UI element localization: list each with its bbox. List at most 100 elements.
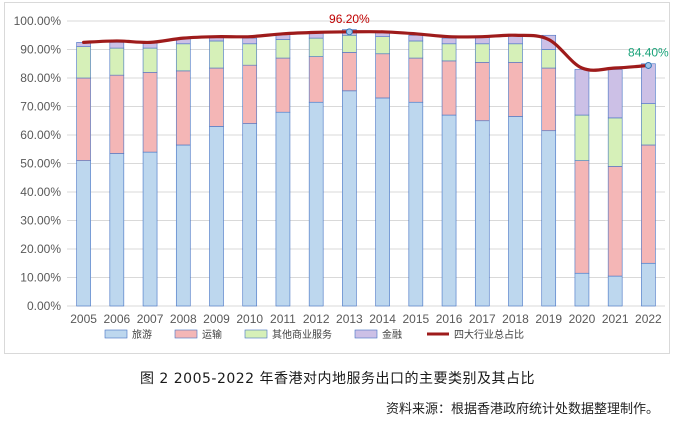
bar-segment-2 xyxy=(308,37,324,57)
bar-segment-2 xyxy=(474,43,490,63)
bar-segment-0 xyxy=(342,90,357,307)
bar-segment-0 xyxy=(242,123,258,307)
bar-segment-0 xyxy=(641,262,656,307)
y-tick-label: 10.00% xyxy=(20,271,61,285)
annotation-marker xyxy=(644,61,652,69)
y-tick-label: 50.00% xyxy=(20,157,61,171)
x-tick-label: 2013 xyxy=(336,312,363,326)
legend-label: 旅游 xyxy=(132,328,152,341)
bar-segment-2 xyxy=(607,117,623,167)
bar-segment-1 xyxy=(474,62,490,122)
bar-segment-2 xyxy=(109,47,125,76)
bar-segment-0 xyxy=(275,111,291,307)
bar-segment-1 xyxy=(508,62,523,117)
bar-segment-3 xyxy=(109,42,125,49)
legend-swatch-2 xyxy=(244,329,268,339)
chart-frame: 0.00% 10.00% 20.00% 30.00% 40.00% 50.00% 60.00… xyxy=(4,2,670,354)
bar-segment-3 xyxy=(242,37,258,45)
bar-segment-1 xyxy=(375,53,390,99)
bar-segment-2 xyxy=(641,103,656,146)
legend-label: 其他商业服务 xyxy=(272,328,332,341)
bar-segment-2 xyxy=(175,43,191,72)
bar-segment-2 xyxy=(574,114,590,161)
y-tick-label: 30.00% xyxy=(20,214,61,228)
y-tick-label: 20.00% xyxy=(20,242,61,256)
bar-segment-1 xyxy=(574,160,590,274)
legend-swatch-0 xyxy=(104,329,128,339)
bar-segment-3 xyxy=(441,37,457,45)
y-tick-label: 40.00% xyxy=(20,185,61,199)
bar-segment-1 xyxy=(142,72,158,153)
bar-segment-1 xyxy=(175,70,191,146)
bar-segment-2 xyxy=(508,43,523,63)
x-tick-label: 2008 xyxy=(170,312,197,326)
annotation-label: 96.20% xyxy=(329,12,370,26)
bar-segment-0 xyxy=(607,275,623,307)
bar-segment-3 xyxy=(574,69,590,116)
bar-segment-2 xyxy=(275,39,291,59)
bar-segment-3 xyxy=(641,63,656,104)
bar-segment-1 xyxy=(209,67,224,127)
legend-label: 金融 xyxy=(382,328,402,341)
y-tick-label: 90.00% xyxy=(20,43,61,57)
x-tick-label: 2009 xyxy=(203,312,230,326)
bar-segment-2 xyxy=(375,36,390,55)
bar-segment-2 xyxy=(342,34,357,53)
figure-caption: 图 2 2005-2022 年香港对内地服务出口的主要类别及其占比 xyxy=(139,371,536,387)
x-tick-label: 2011 xyxy=(270,312,296,326)
legend-label: 运输 xyxy=(202,328,222,341)
bar-segment-0 xyxy=(541,130,557,307)
x-tick-label: 2012 xyxy=(303,312,330,326)
legend-label: 四大行业总占比 xyxy=(454,328,524,341)
x-tick-label: 2006 xyxy=(103,312,130,326)
x-tick-label: 2014 xyxy=(369,312,396,326)
bar-segment-1 xyxy=(242,64,258,124)
bar-segment-0 xyxy=(142,151,158,307)
x-tick-label: 2018 xyxy=(502,312,529,326)
bar-segment-0 xyxy=(441,114,457,307)
bar-segment-1 xyxy=(342,52,357,92)
bar-segment-0 xyxy=(375,97,390,307)
bar-segment-1 xyxy=(275,57,291,113)
bar-segment-0 xyxy=(574,272,590,307)
bar-segment-0 xyxy=(308,101,324,307)
bar-segment-0 xyxy=(508,116,523,307)
source-note: 资料来源：根据香港政府统计处数据整理制作。 xyxy=(385,402,659,417)
x-tick-label: 2020 xyxy=(569,312,596,326)
y-tick-label: 0.00% xyxy=(27,299,61,313)
x-tick-label: 2005 xyxy=(70,312,97,326)
legend-swatch-3 xyxy=(354,329,378,339)
x-tick-label: 2007 xyxy=(137,312,164,326)
x-tick-label: 2010 xyxy=(236,312,263,326)
y-tick-label: 70.00% xyxy=(20,100,61,114)
bar-segment-2 xyxy=(242,43,258,66)
bar-segment-0 xyxy=(109,153,125,307)
x-tick-label: 2016 xyxy=(436,312,463,326)
bar-segment-0 xyxy=(474,120,490,307)
x-tick-label: 2021 xyxy=(602,312,629,326)
annotation-label: 84.40% xyxy=(628,45,669,59)
bar-segment-0 xyxy=(209,126,224,307)
bar-segment-2 xyxy=(209,40,224,69)
bar-segment-1 xyxy=(607,166,623,277)
x-tick-label: 2015 xyxy=(402,312,429,326)
bar-segment-1 xyxy=(308,56,324,103)
bar-segment-2 xyxy=(142,47,158,73)
bar-segment-1 xyxy=(541,67,557,132)
y-tick-label: 100.00% xyxy=(14,14,62,28)
bar-segment-3 xyxy=(408,34,424,42)
x-tick-label: 2017 xyxy=(469,312,496,326)
bar-segment-1 xyxy=(109,74,125,154)
bar-segment-0 xyxy=(175,144,191,307)
legend-swatch-1 xyxy=(174,329,198,339)
x-tick-label: 2022 xyxy=(635,312,662,326)
y-tick-label: 80.00% xyxy=(20,71,61,85)
bar-segment-1 xyxy=(76,77,91,161)
bar-segment-2 xyxy=(408,40,424,59)
total-share-line xyxy=(82,30,650,72)
bar-segment-1 xyxy=(641,144,656,264)
bar-segment-2 xyxy=(441,43,457,62)
bar-segment-1 xyxy=(441,60,457,116)
bar-segment-0 xyxy=(76,160,91,307)
y-tick-label: 60.00% xyxy=(20,128,61,142)
